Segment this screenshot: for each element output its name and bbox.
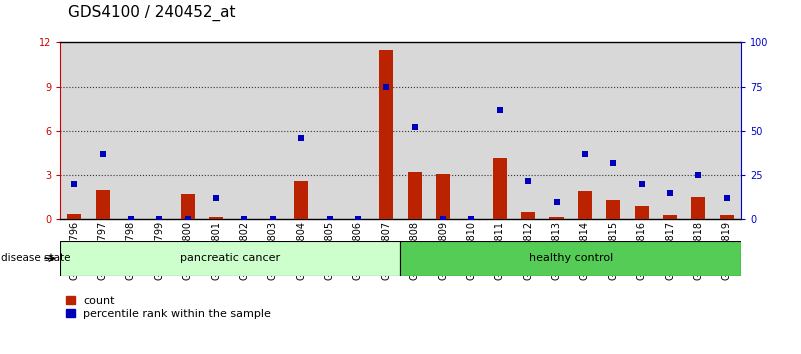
Bar [209, 217, 223, 219]
Bar [67, 214, 82, 219]
Bar [719, 215, 734, 219]
Point [521, 178, 534, 183]
Bar [663, 215, 677, 219]
Point [96, 151, 109, 157]
Point [323, 217, 336, 222]
Bar [485, 42, 514, 219]
Bar [570, 42, 599, 219]
Bar [400, 241, 741, 276]
Point [550, 199, 563, 205]
Point [210, 195, 223, 201]
Point [125, 217, 138, 222]
Bar [457, 42, 485, 219]
Bar [634, 206, 649, 219]
Bar [627, 42, 656, 219]
Legend: count, percentile rank within the sample: count, percentile rank within the sample [66, 296, 272, 319]
Point [635, 181, 648, 187]
Bar [174, 42, 202, 219]
Point [68, 181, 81, 187]
Bar [691, 198, 706, 219]
Bar [95, 190, 110, 219]
Bar [656, 42, 684, 219]
Point [409, 125, 421, 130]
Bar [578, 192, 592, 219]
Point [267, 217, 280, 222]
Bar [344, 42, 372, 219]
Bar [436, 174, 450, 219]
Point [295, 135, 308, 141]
Bar [549, 217, 564, 219]
Point [153, 217, 166, 222]
Text: healthy control: healthy control [529, 253, 613, 263]
Text: pancreatic cancer: pancreatic cancer [180, 253, 280, 263]
Bar [117, 42, 145, 219]
Point [607, 160, 620, 166]
Bar [259, 42, 287, 219]
Bar [493, 158, 507, 219]
Point [720, 195, 733, 201]
Bar [379, 50, 393, 219]
Point [465, 217, 478, 222]
Bar [287, 42, 316, 219]
Bar [542, 42, 570, 219]
Bar [181, 194, 195, 219]
Point [578, 151, 591, 157]
Bar [145, 42, 174, 219]
Bar [231, 42, 259, 219]
Point [380, 84, 392, 90]
Point [352, 217, 364, 222]
Bar [294, 181, 308, 219]
Bar [88, 42, 117, 219]
Bar [408, 172, 422, 219]
Point [181, 217, 194, 222]
Point [663, 190, 676, 196]
Bar [599, 42, 627, 219]
Text: GDS4100 / 240452_at: GDS4100 / 240452_at [68, 5, 235, 21]
Bar [521, 212, 535, 219]
Point [238, 217, 251, 222]
Text: disease state: disease state [1, 253, 70, 263]
Point [437, 217, 449, 222]
Bar [202, 42, 231, 219]
Point [692, 172, 705, 178]
Bar [316, 42, 344, 219]
Bar [429, 42, 457, 219]
Bar [684, 42, 713, 219]
Bar [372, 42, 400, 219]
Bar [60, 241, 400, 276]
Point [493, 107, 506, 113]
Bar [713, 42, 741, 219]
Bar [514, 42, 542, 219]
Bar [60, 42, 88, 219]
Bar [400, 42, 429, 219]
Bar [606, 200, 620, 219]
